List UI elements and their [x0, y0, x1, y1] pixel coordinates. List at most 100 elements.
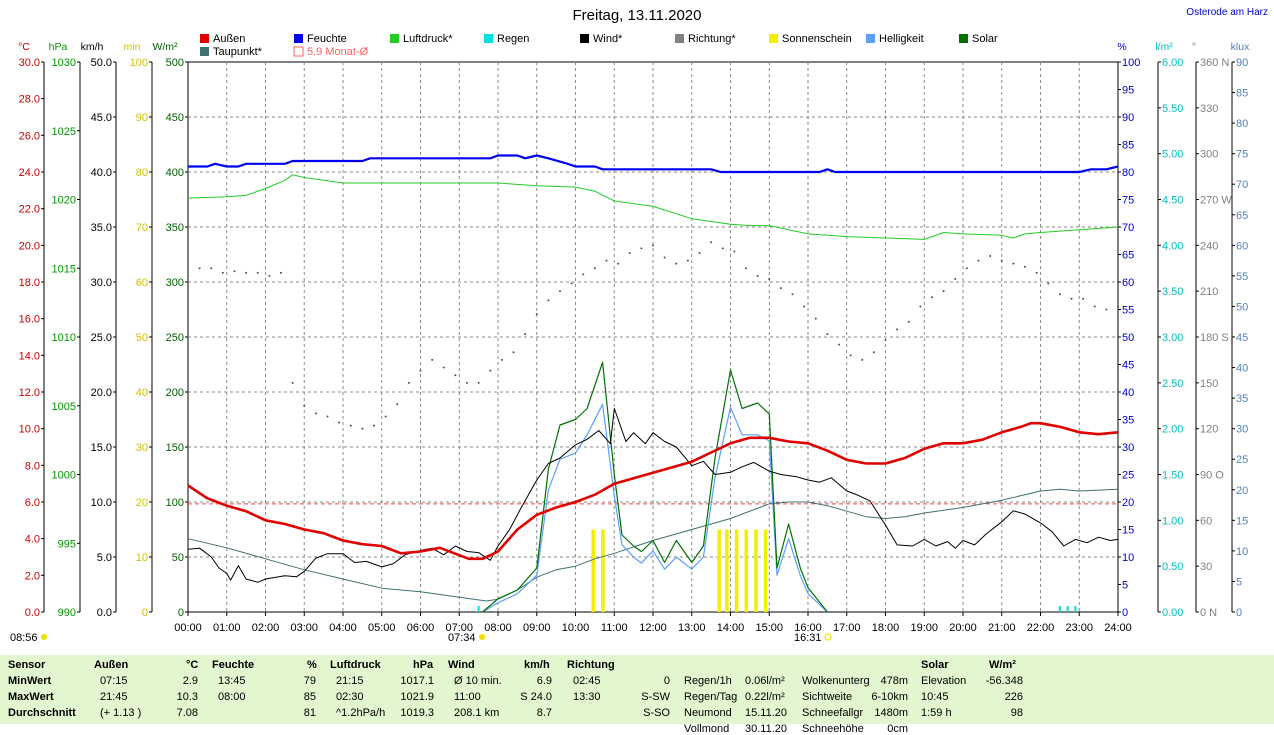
solar-tick-label: 500 — [166, 57, 184, 69]
direction-point — [500, 358, 503, 361]
direction-tick-label: 90 O — [1200, 470, 1224, 482]
x-tick-label: 04:00 — [329, 622, 357, 634]
direction-point — [221, 271, 224, 274]
lux-tick-label: 60 — [1236, 240, 1248, 252]
lux-tick-label: 40 — [1236, 363, 1248, 375]
temp-tick-label: 6.0 — [25, 497, 40, 509]
aussen-header: Außen — [94, 659, 129, 671]
x-tick-label: 05:00 — [368, 622, 396, 634]
wind-tick-label: 15.0 — [91, 442, 112, 454]
x-tick-label: 11:00 — [601, 622, 628, 634]
sunrise-icon — [479, 634, 485, 640]
humidity-tick-label: 5 — [1122, 580, 1128, 592]
lux-tick-label: 65 — [1236, 210, 1248, 222]
sunshine-bar — [725, 529, 729, 612]
x-tick-label: 24:00 — [1104, 622, 1132, 634]
humidity-tick-label: 30 — [1122, 442, 1134, 454]
x-tick-label: 01:00 — [213, 622, 241, 634]
direction-point — [593, 267, 596, 270]
wind-tick-label: 35.0 — [91, 222, 112, 234]
direction-point — [373, 424, 375, 427]
humidity-tick-label: 50 — [1122, 332, 1134, 344]
rain-mark — [1074, 606, 1077, 612]
lux-tick-label: 80 — [1236, 118, 1248, 130]
rain-tick-label: 5.00 — [1162, 149, 1183, 161]
rain-tick-label: 1.50 — [1162, 470, 1183, 482]
stat-feuchte-val: 79 — [303, 675, 316, 687]
direction-point — [326, 415, 329, 418]
legend-swatch — [866, 34, 875, 43]
rain-tick-label: 4.00 — [1162, 240, 1183, 252]
sunrise-top-icon — [41, 634, 47, 640]
sun-tick-label: 90 — [136, 112, 148, 124]
stat-solar-label: 10:45 — [921, 691, 949, 703]
legend-label: Helligkeit — [879, 33, 924, 45]
legend-label: Feuchte — [307, 33, 347, 45]
sunshine-bar — [744, 529, 748, 612]
stat-extra1-val: 0.22l/m² — [745, 691, 785, 703]
solar-tick-label: 200 — [166, 387, 184, 399]
direction-tick-label: 210 — [1200, 286, 1218, 298]
feuchte-unit: % — [307, 659, 317, 671]
direction-tick-label: 240 — [1200, 240, 1218, 252]
temp-tick-label: 20.0 — [19, 240, 40, 252]
stat-feuchte-time: 08:00 — [218, 691, 246, 703]
stats-panel: Sensor Außen °C Feuchte % Luftdruck hPa … — [0, 655, 1274, 735]
lux-tick-label: 75 — [1236, 149, 1248, 161]
stat-solar-val: 98 — [1010, 707, 1023, 719]
direction-point — [1082, 297, 1085, 300]
direction-point — [559, 290, 561, 293]
direction-point — [233, 270, 236, 273]
lux-tick-label: 90 — [1236, 57, 1248, 69]
rain-tick-label: 2.50 — [1162, 378, 1183, 390]
stat-extra2-val: 0cm — [887, 723, 908, 735]
sun-tick-label: 50 — [136, 332, 148, 344]
lux-tick-label: 5 — [1236, 576, 1242, 588]
humidity-tick-label: 35 — [1122, 415, 1134, 427]
stat-extra1-val: 0.06l/m² — [745, 675, 785, 687]
aussen-unit: °C — [186, 659, 199, 671]
series-line — [187, 408, 1119, 583]
direction-point — [814, 317, 817, 320]
direction-tick-label: 360 N — [1200, 57, 1229, 69]
direction-point — [954, 277, 957, 280]
direction-point — [1117, 305, 1119, 308]
direction-point — [849, 354, 852, 357]
rain-tick-label: 1.00 — [1162, 515, 1183, 527]
stat-richt-val: S-SO — [643, 707, 670, 719]
rain-tick-label: 6.00 — [1162, 57, 1183, 69]
x-tick-label: 22:00 — [1027, 622, 1055, 634]
rain-tick-label: 4.50 — [1162, 195, 1183, 207]
sensor-header: Sensor — [8, 659, 46, 671]
lux-tick-label: 85 — [1236, 88, 1248, 100]
humidity-tick-label: 55 — [1122, 305, 1134, 317]
sunrise-label: 07:34 — [448, 632, 476, 644]
wind-tick-label: 25.0 — [91, 332, 112, 344]
sun-markers: 08:56 07:34 16:31 — [10, 632, 832, 644]
humidity-tick-label: 40 — [1122, 387, 1134, 399]
legend-label: Wind* — [593, 33, 623, 45]
sunshine-bar — [734, 529, 739, 612]
direction-point — [907, 320, 910, 323]
direction-point — [256, 271, 259, 274]
lux-axis-unit: klux — [1231, 41, 1250, 53]
lux-tick-label: 20 — [1236, 485, 1248, 497]
x-tick-label: 12:00 — [639, 622, 667, 634]
humidity-tick-label: 90 — [1122, 112, 1134, 124]
sunshine-bar — [601, 529, 605, 612]
legend-swatch — [200, 47, 209, 56]
sun-tick-label: 10 — [136, 552, 148, 564]
stat-extra1-label: Vollmond — [684, 723, 730, 735]
direction-point — [512, 351, 515, 354]
lux-tick-label: 0 — [1236, 607, 1242, 619]
wind-tick-label: 45.0 — [91, 112, 112, 124]
legend-swatch — [294, 34, 303, 43]
direction-point — [1047, 282, 1050, 285]
lux-tick-label: 70 — [1236, 179, 1248, 191]
legend-label: Solar — [972, 33, 998, 45]
stat-extra1-val: 30.11.20 — [745, 723, 788, 735]
stat-luft-time: 21:15 — [336, 675, 364, 687]
legend-label: Luftdruck* — [403, 33, 453, 45]
temp-tick-label: 0.0 — [25, 607, 40, 619]
direction-point — [896, 328, 899, 331]
